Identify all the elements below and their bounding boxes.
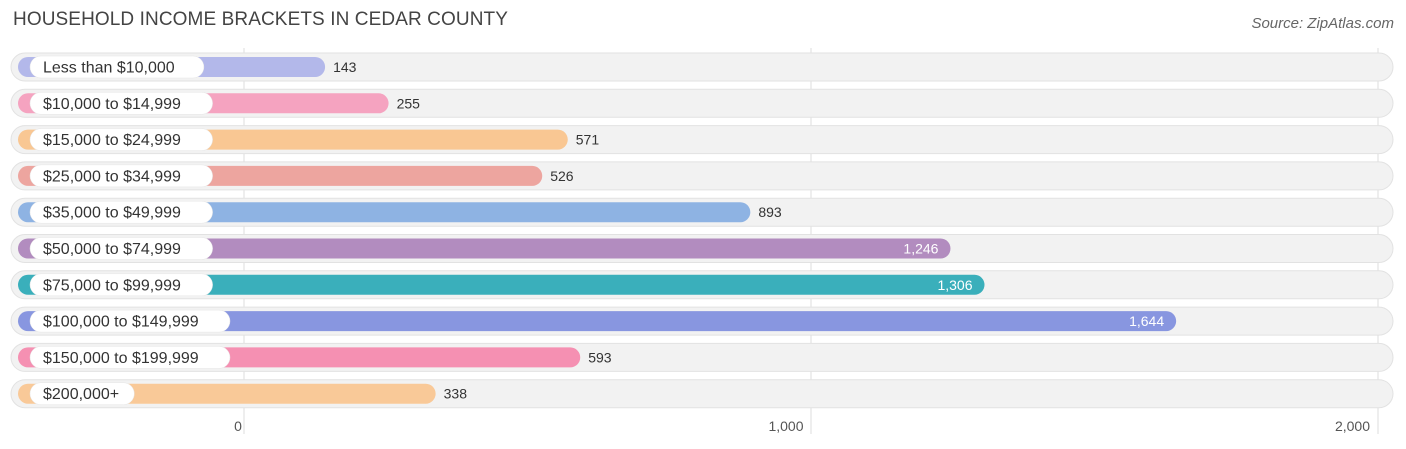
bar [18, 311, 1177, 332]
bar-row: $50,000 to $74,999 1,246 [10, 234, 1394, 263]
category-label: $25,000 to $34,999 [43, 168, 181, 185]
bar-row: $200,000+ 338 [10, 379, 1394, 409]
category-label: Less than $10,000 [43, 60, 175, 77]
value-label: 1,644 [1129, 313, 1164, 329]
chart-title: HOUSEHOLD INCOME BRACKETS IN CEDAR COUNT… [13, 9, 508, 30]
value-label: 255 [397, 95, 421, 111]
category-label: $35,000 to $49,999 [43, 205, 181, 222]
value-label: 143 [333, 59, 357, 75]
value-label: 893 [758, 204, 782, 220]
category-label-pill [29, 382, 135, 405]
category-label: $10,000 to $14,999 [43, 96, 181, 113]
value-label: 1,306 [937, 277, 972, 293]
category-label-pill [29, 92, 213, 115]
value-label: 338 [444, 386, 468, 402]
x-axis: 0 1,000 2,000 [234, 418, 1370, 434]
category-label: $75,000 to $99,999 [43, 277, 181, 294]
bar-row: $25,000 to $34,999 526 [10, 161, 1394, 191]
category-label: $100,000 to $149,999 [43, 314, 199, 331]
category-label-pill [29, 55, 205, 79]
category-label: $50,000 to $74,999 [43, 241, 181, 258]
bar-row: $150,000 to $199,999 593 [10, 342, 1394, 372]
value-label: 593 [588, 349, 612, 365]
category-label-pill [29, 273, 213, 297]
category-label-pill [29, 309, 231, 333]
x-tick-label: 2,000 [1335, 418, 1370, 434]
bar-row: $15,000 to $24,999 571 [10, 125, 1394, 155]
bar-row: Less than $10,000 143 [10, 52, 1394, 82]
category-label: $150,000 to $199,999 [43, 350, 199, 367]
bar [18, 274, 985, 295]
source-label: Source: ZipAtlas.com [1251, 15, 1394, 32]
category-label-pill [29, 200, 213, 224]
bar-row: $10,000 to $14,999 255 [10, 88, 1394, 118]
category-label-pill [29, 346, 231, 369]
value-label: 1,246 [903, 241, 938, 257]
category-label-pill [29, 128, 213, 151]
x-tick-label: 1,000 [768, 418, 803, 434]
bar [18, 238, 951, 259]
bar-row: $75,000 to $99,999 1,306 [10, 270, 1394, 300]
x-tick-label: 0 [234, 418, 242, 434]
bar-track [10, 52, 1394, 82]
value-label: 571 [576, 132, 600, 148]
category-label: $200,000+ [43, 386, 119, 403]
category-label-pill [29, 237, 213, 260]
value-label: 526 [550, 168, 574, 184]
bar-row: $100,000 to $149,999 1,644 [10, 306, 1394, 336]
category-label-pill [29, 164, 213, 188]
bar-row: $35,000 to $49,999 893 [10, 197, 1394, 227]
category-label: $15,000 to $24,999 [43, 132, 181, 149]
